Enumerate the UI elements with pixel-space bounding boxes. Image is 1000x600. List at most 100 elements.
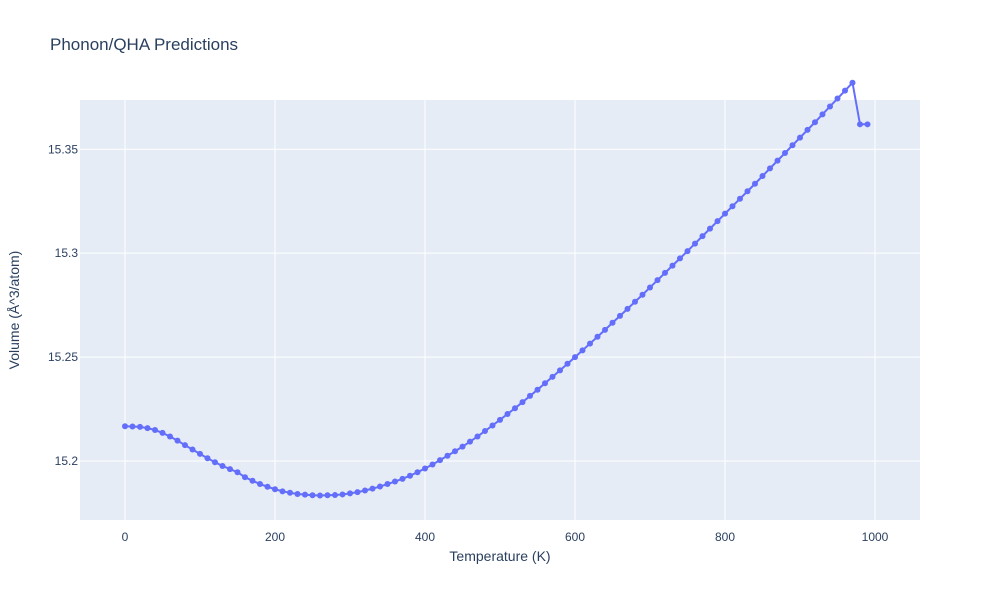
data-point[interactable] [174,437,181,444]
data-point[interactable] [377,483,383,490]
data-point[interactable] [414,469,421,476]
data-point[interactable] [467,438,473,445]
data-point[interactable] [347,490,353,497]
data-point[interactable] [204,455,211,462]
data-point[interactable] [182,442,188,449]
data-point[interactable] [729,203,736,210]
data-point[interactable] [849,79,856,86]
data-point[interactable] [557,367,563,374]
data-point[interactable] [272,486,278,493]
data-point[interactable] [332,492,338,499]
data-point[interactable] [339,491,346,498]
data-point[interactable] [302,491,308,498]
data-point[interactable] [624,305,631,312]
data-point[interactable] [639,291,646,298]
data-point[interactable] [234,469,241,476]
data-point[interactable] [129,423,136,430]
data-point[interactable] [474,433,481,440]
data-point[interactable] [834,95,841,102]
data-point[interactable] [444,452,451,459]
data-point[interactable] [722,210,728,217]
data-point[interactable] [549,373,556,380]
data-point[interactable] [804,126,811,133]
data-point[interactable] [797,134,803,141]
data-point[interactable] [257,481,263,488]
data-point[interactable] [159,429,166,436]
data-point[interactable] [752,180,758,187]
data-point[interactable] [707,225,713,232]
data-point[interactable] [482,428,488,435]
data-point[interactable] [527,392,533,399]
data-point[interactable] [399,475,406,482]
data-point[interactable] [459,443,466,450]
data-point[interactable] [534,386,541,393]
data-point[interactable] [429,461,436,468]
data-point[interactable] [857,121,863,128]
data-point[interactable] [242,474,248,481]
data-point[interactable] [354,489,361,496]
data-point[interactable] [384,481,391,488]
data-point[interactable] [369,485,376,492]
data-point[interactable] [437,457,443,464]
data-point[interactable] [602,326,608,333]
data-point[interactable] [774,157,781,164]
data-point[interactable] [317,492,323,499]
data-point[interactable] [227,466,233,473]
data-point[interactable] [782,149,788,156]
data-point[interactable] [767,165,773,172]
data-point[interactable] [819,111,826,118]
data-point[interactable] [827,103,833,110]
data-point[interactable] [519,399,526,406]
data-point[interactable] [512,405,518,412]
data-point[interactable] [587,340,593,347]
data-point[interactable] [287,489,293,496]
data-point[interactable] [362,487,368,494]
data-point[interactable] [167,433,173,440]
data-point[interactable] [609,319,616,326]
data-point[interactable] [489,422,496,429]
data-point[interactable] [497,416,503,423]
data-point[interactable] [699,233,706,240]
data-point[interactable] [144,425,151,432]
data-point[interactable] [212,459,218,466]
data-point[interactable] [294,491,301,498]
data-point[interactable] [579,347,586,354]
data-point[interactable] [137,423,143,430]
data-point[interactable] [422,465,428,472]
data-point[interactable] [789,142,796,149]
data-point[interactable] [744,188,751,195]
data-point[interactable] [632,298,638,305]
data-point[interactable] [737,195,743,202]
data-point[interactable] [309,492,316,499]
data-point[interactable] [677,255,683,262]
data-point[interactable] [407,472,413,479]
data-point[interactable] [264,483,271,490]
data-point[interactable] [572,354,578,361]
data-point[interactable] [542,380,548,387]
data-point[interactable] [684,248,691,255]
data-point[interactable] [654,277,661,284]
data-point[interactable] [812,119,818,126]
data-point[interactable] [564,360,571,367]
data-point[interactable] [759,173,766,180]
data-point[interactable] [392,478,398,485]
data-point[interactable] [714,218,721,225]
data-point[interactable] [594,333,601,340]
data-point[interactable] [189,446,196,453]
data-point[interactable] [152,427,158,434]
data-point[interactable] [647,284,653,291]
data-point[interactable] [197,450,203,457]
data-point[interactable] [279,488,286,495]
data-point[interactable] [324,492,331,499]
data-point[interactable] [692,240,698,247]
data-point[interactable] [864,121,871,128]
data-point[interactable] [842,87,848,94]
data-point[interactable] [122,423,128,430]
data-point[interactable] [669,262,676,269]
data-point[interactable] [662,269,668,276]
data-point[interactable] [249,477,256,484]
data-point[interactable] [452,448,458,455]
data-point[interactable] [219,462,226,469]
data-point[interactable] [617,312,623,319]
data-point[interactable] [504,411,511,418]
